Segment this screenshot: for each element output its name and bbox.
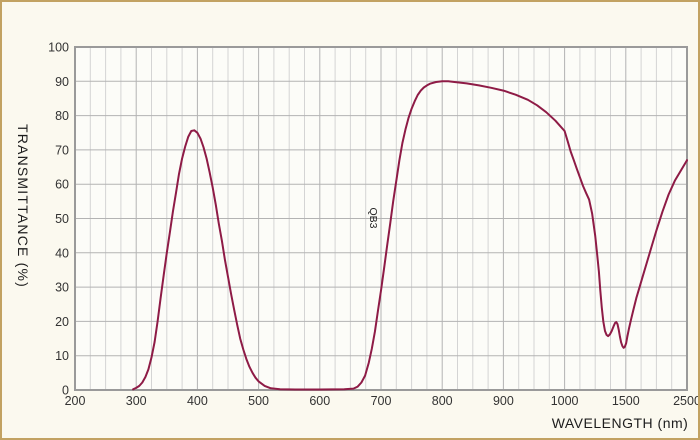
x-tick-label: 1500 — [612, 394, 640, 408]
x-tick-label: 300 — [126, 394, 147, 408]
y-tick-label: 90 — [55, 75, 69, 89]
y-tick-label: 70 — [55, 143, 69, 157]
y-tick-label: 0 — [62, 384, 69, 398]
x-tick-label: 900 — [493, 394, 514, 408]
y-tick-label: 50 — [55, 212, 69, 226]
x-tick-label: 700 — [371, 394, 392, 408]
y-tick-label: 30 — [55, 281, 69, 295]
y-tick-label: 10 — [55, 349, 69, 363]
x-tick-label: 400 — [187, 394, 208, 408]
x-tick-label: 500 — [248, 394, 269, 408]
x-tick-label: 600 — [309, 394, 330, 408]
x-tick-label: 2500 — [673, 394, 700, 408]
x-tick-label: 1000 — [551, 394, 579, 408]
y-tick-label: 100 — [48, 41, 69, 55]
y-tick-label: 60 — [55, 178, 69, 192]
plot-border — [74, 46, 688, 391]
curve-label-qb3: QB3 — [367, 207, 379, 229]
y-tick-label: 80 — [55, 109, 69, 123]
x-axis-title: WAVELENGTH (nm) — [551, 415, 689, 431]
x-tick-label: 200 — [65, 394, 86, 408]
y-tick-label: 40 — [55, 246, 69, 260]
y-tick-label: 20 — [55, 315, 69, 329]
y-axis-title: TRANSMITTANCE (%) — [15, 123, 31, 289]
x-tick-label: 800 — [432, 394, 453, 408]
transmittance-curve — [132, 80, 688, 391]
